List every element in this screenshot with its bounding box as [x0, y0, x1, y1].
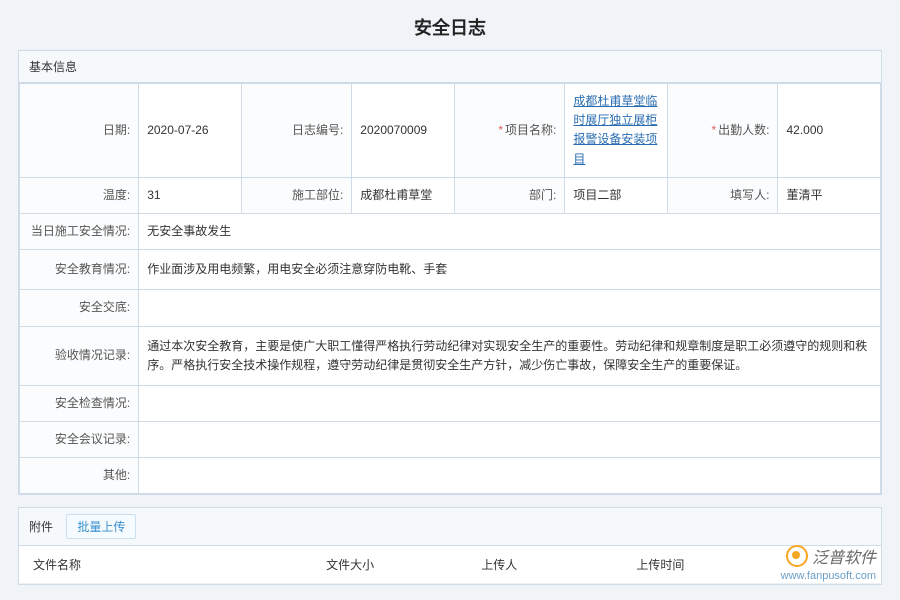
table-row: 日期: 2020-07-26 日志编号: 2020070009 *项目名称: 成…	[20, 84, 881, 178]
table-row: 安全交底:	[20, 290, 881, 326]
brand-name: 泛普软件	[812, 544, 876, 568]
temp-value[interactable]: 31	[139, 177, 241, 213]
safety-situation-value[interactable]: 无安全事故发生	[139, 213, 881, 249]
part-label: 施工部位:	[241, 177, 352, 213]
edu-value[interactable]: 作业面涉及用电频繁，用电安全必须注意穿防电靴、手套	[139, 250, 881, 290]
date-value[interactable]: 2020-07-26	[139, 84, 241, 178]
filler-value[interactable]: 董清平	[778, 177, 881, 213]
table-row: 安全教育情况: 作业面涉及用电频繁，用电安全必须注意穿防电靴、手套	[20, 250, 881, 290]
table-row: 其他:	[20, 458, 881, 494]
project-link[interactable]: 成都杜甫草堂临时展厅独立展柜报警设备安装项目	[573, 94, 657, 166]
col-uploader: 上传人	[467, 546, 622, 584]
dept-label: 部门:	[454, 177, 565, 213]
filler-label: 填写人:	[667, 177, 778, 213]
table-row: 文件名称 文件大小 上传人 上传时间	[19, 546, 881, 584]
brand-watermark: 泛普软件 www.fanpusoft.com	[781, 544, 876, 582]
acceptance-label: 验收情况记录:	[20, 326, 139, 385]
dept-value[interactable]: 项目二部	[565, 177, 667, 213]
basic-info-panel: 基本信息 日期: 2020-07-26 日志编号: 2020070009 *项目…	[18, 50, 882, 495]
required-mark: *	[498, 123, 503, 137]
basic-info-table: 日期: 2020-07-26 日志编号: 2020070009 *项目名称: 成…	[19, 83, 881, 494]
attendance-label: *出勤人数:	[667, 84, 778, 178]
safety-situation-label: 当日施工安全情况:	[20, 213, 139, 249]
project-label-text: 项目名称:	[505, 123, 556, 137]
basic-info-header: 基本信息	[19, 51, 881, 83]
attendance-label-text: 出勤人数:	[718, 123, 769, 137]
project-value[interactable]: 成都杜甫草堂临时展厅独立展柜报警设备安装项目	[565, 84, 667, 178]
temp-label: 温度:	[20, 177, 139, 213]
attendance-value[interactable]: 42.000	[778, 84, 881, 178]
other-label: 其他:	[20, 458, 139, 494]
other-value[interactable]	[139, 458, 881, 494]
attachments-panel: 附件 批量上传 文件名称 文件大小 上传人 上传时间	[18, 507, 882, 585]
col-filename: 文件名称	[19, 546, 312, 584]
logno-label: 日志编号:	[241, 84, 352, 178]
page-title: 安全日志	[0, 0, 900, 50]
meeting-value[interactable]	[139, 422, 881, 458]
attachments-header-text: 附件	[29, 518, 53, 535]
logno-value[interactable]: 2020070009	[352, 84, 454, 178]
attachments-table: 文件名称 文件大小 上传人 上传时间	[19, 546, 881, 584]
required-mark: *	[711, 123, 716, 137]
check-value[interactable]	[139, 385, 881, 421]
table-row: 验收情况记录: 通过本次安全教育，主要是使广大职工懂得严格执行劳动纪律对实现安全…	[20, 326, 881, 385]
edu-label: 安全教育情况:	[20, 250, 139, 290]
table-row: 安全会议记录:	[20, 422, 881, 458]
brand-url: www.fanpusoft.com	[781, 570, 876, 582]
project-label: *项目名称:	[454, 84, 565, 178]
meeting-label: 安全会议记录:	[20, 422, 139, 458]
attachments-header: 附件 批量上传	[19, 508, 881, 546]
table-row: 温度: 31 施工部位: 成都杜甫草堂 部门: 项目二部 填写人: 董清平	[20, 177, 881, 213]
table-row: 当日施工安全情况: 无安全事故发生	[20, 213, 881, 249]
table-row: 安全检查情况:	[20, 385, 881, 421]
check-label: 安全检查情况:	[20, 385, 139, 421]
part-value[interactable]: 成都杜甫草堂	[352, 177, 454, 213]
brand-mark-icon	[786, 545, 808, 567]
date-label: 日期:	[20, 84, 139, 178]
acceptance-value[interactable]: 通过本次安全教育，主要是使广大职工懂得严格执行劳动纪律对实现安全生产的重要性。劳…	[139, 326, 881, 385]
col-filesize: 文件大小	[312, 546, 467, 584]
batch-upload-button[interactable]: 批量上传	[66, 514, 136, 539]
brand-logo: 泛普软件	[781, 544, 876, 568]
disclosure-label: 安全交底:	[20, 290, 139, 326]
disclosure-value[interactable]	[139, 290, 881, 326]
